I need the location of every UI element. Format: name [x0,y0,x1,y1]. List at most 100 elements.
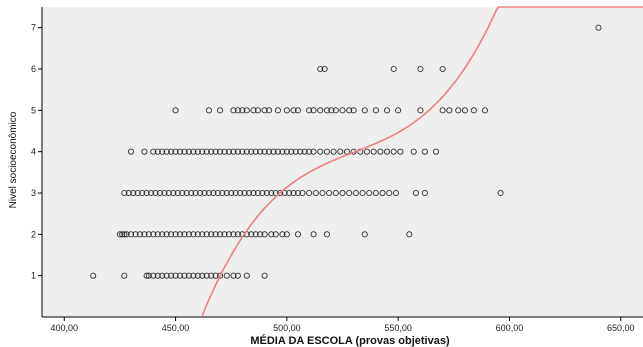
data-point [277,189,284,197]
data-point [90,272,97,279]
data-point [205,189,212,197]
data-point [254,189,261,197]
data-point [317,148,324,155]
data-point [261,148,268,155]
data-point [337,148,344,155]
data-point [326,189,333,197]
data-point [123,231,130,238]
data-point [254,107,261,114]
data-point [190,148,197,155]
data-point [330,148,337,155]
data-point [208,231,215,238]
data-point [595,24,602,31]
data-point [208,148,215,155]
data-point [168,148,175,155]
data-point [163,148,170,155]
data-point [141,148,148,155]
data-point [390,148,397,155]
data-point [395,107,402,114]
y-tick-label: 7 [31,23,36,33]
data-point [243,107,250,114]
x-tick-label: 550,00 [384,323,412,333]
data-point [212,231,219,238]
data-point [181,272,188,279]
x-tick-label: 400,00 [50,323,78,333]
data-point [181,231,188,238]
data-point [372,107,379,114]
data-point [248,231,255,238]
data-point [481,107,489,114]
data-point [203,148,210,155]
data-point [323,231,330,238]
data-point [263,189,270,197]
data-point [417,107,424,114]
data-point [286,189,293,197]
data-point [237,189,244,197]
data-point [332,189,339,197]
data-point [212,272,219,279]
data-point [170,189,177,197]
data-point [299,189,306,197]
data-point [306,107,313,114]
data-point [163,231,170,238]
data-point [172,107,179,114]
data-point [257,231,264,238]
data-point [230,272,237,279]
data-point [239,107,246,114]
data-point [332,107,339,114]
data-point [194,148,201,155]
data-point [121,189,128,197]
data-point [181,148,188,155]
data-point [306,148,313,155]
data-point [268,189,275,197]
data-point [223,189,230,197]
data-point [223,272,230,279]
data-point [172,272,179,279]
data-point [290,189,297,197]
data-point [268,231,275,238]
data-point [172,231,179,238]
data-point [283,148,290,155]
data-point [203,231,210,238]
data-point [290,107,297,114]
data-point [179,189,186,197]
data-point [279,231,286,238]
data-point [219,189,226,197]
data-point [470,107,477,114]
data-point [439,65,446,73]
data-point [352,189,359,197]
data-point [234,107,241,114]
data-point [446,107,453,114]
data-point [241,189,248,197]
data-point [203,272,210,279]
data-point [199,231,206,238]
data-point [199,272,206,279]
data-point [168,272,175,279]
data-point [346,189,353,197]
data-point [154,148,161,155]
data-point [323,148,330,155]
x-tick-label: 450,00 [162,323,190,333]
data-point [154,231,161,238]
data-point [257,148,264,155]
data-point [134,189,141,197]
data-point [250,107,257,114]
data-point [243,148,250,155]
data-point [188,189,195,197]
data-point [176,272,184,279]
data-point [321,65,328,73]
data-point [221,148,228,155]
data-point [310,148,317,155]
y-tick-label: 3 [31,188,36,198]
data-point [272,231,279,238]
data-point [372,189,379,197]
data-point [328,107,335,114]
data-point [139,189,146,197]
data-point [150,148,157,155]
data-point [294,107,302,114]
data-point [383,148,391,155]
plot-area [42,7,643,317]
fit-curve [201,6,643,316]
data-point [234,231,241,238]
data-point [310,231,317,238]
